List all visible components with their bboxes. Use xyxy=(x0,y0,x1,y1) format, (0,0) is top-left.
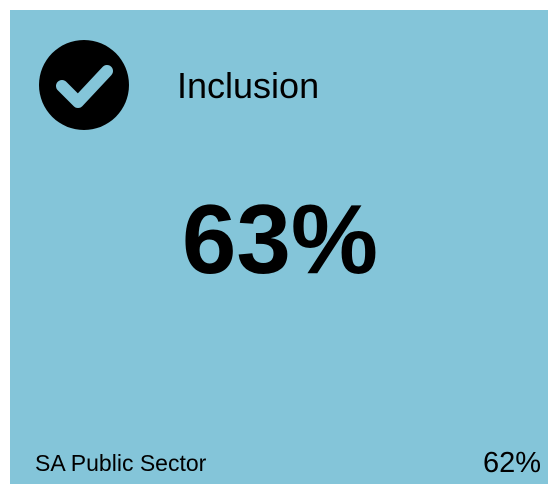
card-title: Inclusion xyxy=(177,65,319,106)
icon-circle xyxy=(39,40,129,130)
icon-check xyxy=(56,65,113,108)
benchmark-label: SA Public Sector xyxy=(35,450,207,476)
check-icon xyxy=(39,40,129,130)
kpi-value: 63% xyxy=(182,184,378,294)
benchmark-value: 62% xyxy=(483,447,541,479)
